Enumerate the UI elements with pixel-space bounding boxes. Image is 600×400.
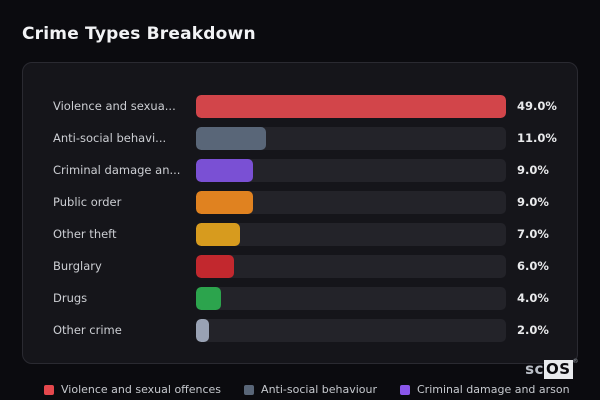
legend-item-anti-social-behaviour[interactable]: Anti-social behaviour — [244, 383, 377, 396]
bar-row-anti-social-behaviour: Anti-social behavi... 11.0% — [23, 122, 577, 154]
bar-other-theft[interactable] — [196, 222, 241, 246]
legend-label: Criminal damage and arson — [417, 383, 570, 396]
category-label: Other crime — [53, 323, 122, 337]
legend: Violence and sexual offences Anti-social… — [44, 383, 570, 396]
bar-track — [196, 158, 506, 182]
bar-track — [196, 222, 506, 246]
crime-types-chart-panel: Violence and sexua... 49.0% Anti-social … — [22, 62, 578, 364]
value-label: 9.0% — [517, 163, 549, 177]
bar-row-burglary: Burglary 6.0% — [23, 250, 577, 282]
value-label: 7.0% — [517, 227, 549, 241]
bar-row-drugs: Drugs 4.0% — [23, 282, 577, 314]
legend-swatch-purple — [400, 384, 410, 395]
category-label: Violence and sexua... — [53, 99, 176, 113]
bar-track — [196, 318, 506, 342]
bar-row-other-crime: Other crime 2.0% — [23, 314, 577, 346]
legend-item-criminal-damage-and-arson[interactable]: Criminal damage and arson — [400, 383, 570, 396]
category-label: Criminal damage an... — [53, 163, 181, 177]
category-label: Public order — [53, 195, 122, 209]
registered-trademark-icon: ® — [572, 358, 579, 365]
value-label: 11.0% — [517, 131, 557, 145]
legend-swatch-red — [44, 384, 54, 395]
legend-label: Violence and sexual offences — [61, 383, 222, 396]
bar-violence-and-sexual-offences[interactable] — [196, 94, 506, 118]
bar-track — [196, 126, 506, 150]
value-label: 4.0% — [517, 291, 549, 305]
value-label: 2.0% — [517, 323, 549, 337]
scos-logo-suffix: OS — [543, 360, 573, 379]
bar-track — [196, 94, 506, 118]
bar-track — [196, 286, 506, 310]
bar-criminal-damage-and-arson[interactable] — [196, 158, 253, 182]
bar-burglary[interactable] — [196, 254, 234, 278]
legend-swatch-slate — [244, 384, 255, 395]
bar-row-public-order: Public order 9.0% — [23, 186, 577, 218]
bar-other-crime[interactable] — [196, 318, 209, 342]
category-label: Other theft — [53, 227, 117, 241]
scos-logo-prefix: sc — [525, 360, 544, 378]
bar-anti-social-behaviour[interactable] — [196, 126, 266, 150]
bar-row-other-theft: Other theft 7.0% — [23, 218, 577, 250]
category-label: Burglary — [53, 259, 102, 273]
value-label: 6.0% — [517, 259, 549, 273]
scos-logo: sc OS ® — [525, 358, 579, 379]
legend-item-violence-and-sexual-offences[interactable]: Violence and sexual offences — [44, 383, 221, 396]
bar-drugs[interactable] — [196, 286, 222, 310]
bar-track — [196, 254, 506, 278]
page-title: Crime Types Breakdown — [22, 24, 256, 44]
bar-row-violence-and-sexual-offences: Violence and sexua... 49.0% — [23, 90, 577, 122]
bar-public-order[interactable] — [196, 190, 253, 214]
value-label: 49.0% — [517, 99, 557, 113]
legend-label: Anti-social behaviour — [261, 383, 377, 396]
bar-row-criminal-damage-and-arson: Criminal damage an... 9.0% — [23, 154, 577, 186]
category-label: Anti-social behavi... — [53, 131, 167, 145]
value-label: 9.0% — [517, 195, 549, 209]
bar-track — [196, 190, 506, 214]
category-label: Drugs — [53, 291, 88, 305]
